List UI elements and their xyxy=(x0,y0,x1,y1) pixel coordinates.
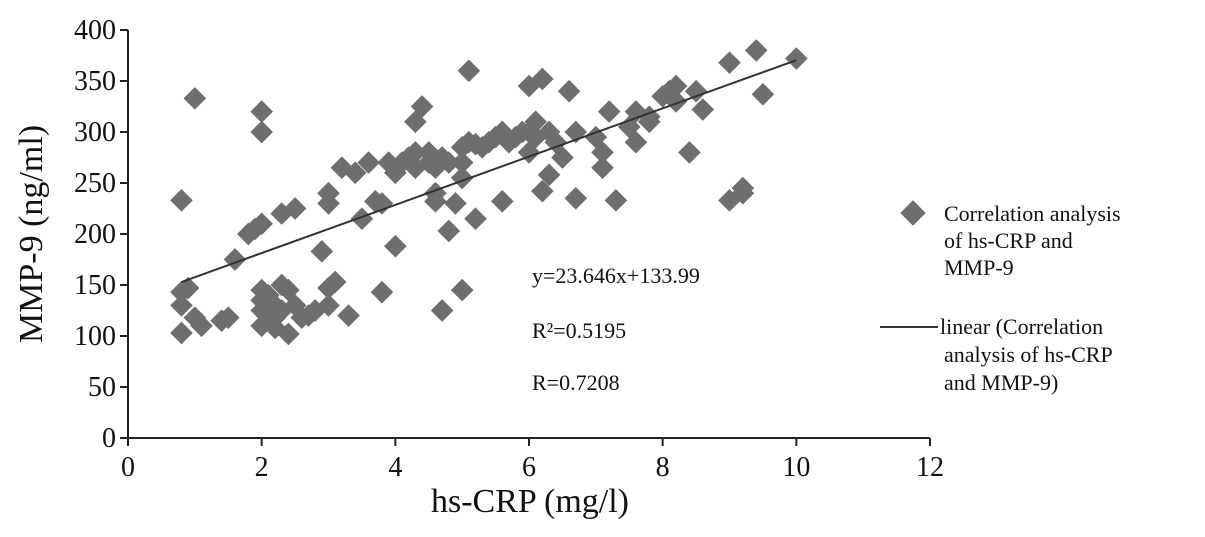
scatter-point xyxy=(524,110,547,134)
x-axis-title: hs-CRP (mg/l) xyxy=(431,483,629,520)
y-tick-label: 400 xyxy=(74,15,116,46)
scatter-point xyxy=(604,189,628,212)
x-tick-label: 12 xyxy=(916,452,944,483)
y-tick-label: 0 xyxy=(102,423,116,454)
scatter-point xyxy=(718,51,741,74)
scatter-point xyxy=(691,98,715,121)
equation-label: y=23.646x+133.99 xyxy=(532,263,700,288)
scatter-point xyxy=(678,141,701,164)
y-tick-label: 250 xyxy=(74,168,116,199)
legend-line-line-2: analysis of hs-CRP xyxy=(944,342,1113,367)
scatter-point xyxy=(457,59,481,83)
x-tick-label: 2 xyxy=(255,452,269,483)
scatter-point xyxy=(684,79,708,103)
x-tick-label: 6 xyxy=(522,452,536,483)
scatter-point xyxy=(183,87,207,110)
scatter-points xyxy=(170,39,808,346)
scatter-point xyxy=(250,212,273,236)
legend-line-line-3: and MMP-9) xyxy=(944,370,1058,395)
x-tick-label: 8 xyxy=(656,452,670,483)
r-label: R=0.7208 xyxy=(532,370,620,395)
scatter-point xyxy=(250,120,273,144)
scatter-point xyxy=(450,278,474,302)
scatter-point xyxy=(564,186,588,210)
scatter-point xyxy=(437,219,461,243)
y-tick-label: 150 xyxy=(74,270,116,301)
y-ticks: 0 50 100 150 200 250 300 350 400 xyxy=(74,15,128,454)
scatter-point xyxy=(464,207,487,231)
regression-annotations: y=23.646x+133.99 R²=0.5195 R=0.7208 xyxy=(532,263,700,395)
scatter-point xyxy=(557,79,581,103)
y-tick-label: 200 xyxy=(74,219,116,250)
y-tick-label: 350 xyxy=(74,66,116,97)
legend-scatter-marker xyxy=(900,200,926,226)
scatter-point xyxy=(370,280,394,304)
scatter-point xyxy=(250,100,273,123)
scatter-point xyxy=(310,240,334,263)
scatter-point xyxy=(444,192,467,215)
y-tick-label: 100 xyxy=(74,321,116,352)
legend-scatter-line-2: of hs-CRP and xyxy=(944,228,1073,253)
scatter-point xyxy=(597,100,621,123)
scatter-point xyxy=(350,207,374,231)
scatter-point xyxy=(751,82,775,106)
scatter-point xyxy=(384,234,407,258)
x-tick-label: 10 xyxy=(782,452,810,483)
scatter-point xyxy=(430,299,454,322)
trend-line xyxy=(181,59,797,283)
scatter-point xyxy=(664,74,688,98)
legend-line-line-1: linear (Correlation xyxy=(940,314,1103,339)
x-tick-label: 4 xyxy=(388,452,402,483)
legend-scatter-line-3: MMP-9 xyxy=(944,255,1014,280)
y-tick-label: 50 xyxy=(88,372,116,403)
scatter-point xyxy=(323,270,347,294)
scatter-point xyxy=(317,294,340,317)
scatter-point xyxy=(785,47,808,70)
scatter-point xyxy=(170,189,193,212)
x-ticks: 0 2 4 6 8 10 12 xyxy=(121,438,944,483)
scatter-point xyxy=(170,321,193,345)
scatter-point xyxy=(664,90,688,113)
scatter-point xyxy=(744,39,768,62)
scatter-point xyxy=(410,95,434,118)
scatter-point xyxy=(337,304,360,327)
scatter-point xyxy=(490,190,514,213)
r-squared-label: R²=0.5195 xyxy=(532,318,626,343)
y-axis-title: MMP-9 (ng/ml) xyxy=(13,125,50,343)
legend-scatter-line-1: Correlation analysis xyxy=(944,201,1121,226)
legend: Correlation analysis of hs-CRP and MMP-9… xyxy=(880,200,1121,395)
scatter-point xyxy=(277,322,300,346)
scatter-point xyxy=(531,67,554,91)
y-tick-label: 300 xyxy=(74,117,116,148)
x-tick-label: 0 xyxy=(121,452,135,483)
